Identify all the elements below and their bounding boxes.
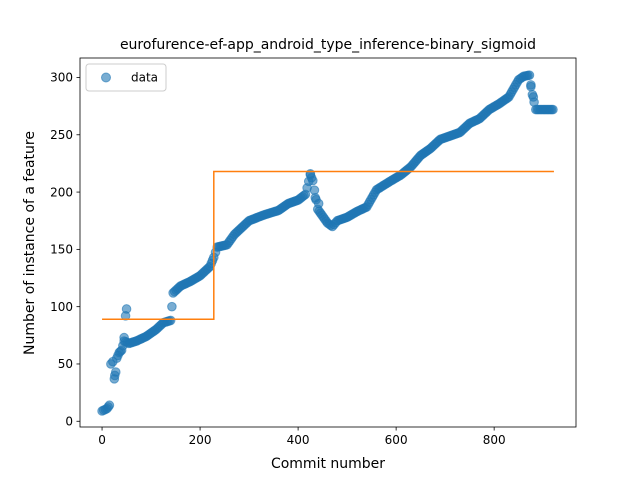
data-point — [165, 315, 176, 326]
data-point — [121, 304, 132, 314]
data-point — [110, 367, 121, 377]
x-tick-label: 200 — [189, 433, 212, 447]
chart-title: eurofurence-ef-app_android_type_inferenc… — [120, 37, 536, 53]
y-tick-label: 200 — [50, 185, 73, 199]
y-tick-label: 100 — [50, 300, 73, 314]
data-point — [313, 198, 324, 209]
y-tick-label: 250 — [50, 128, 73, 142]
x-axis-label: Commit number — [271, 456, 385, 472]
y-axis-label: Number of instance of a feature — [22, 131, 38, 355]
y-tick-label: 0 — [65, 414, 73, 428]
data-point — [104, 400, 115, 411]
axes-spines — [79, 57, 577, 428]
x-tick-label: 800 — [483, 433, 506, 447]
data-point — [524, 70, 535, 80]
legend: data — [85, 63, 167, 92]
y-tick-label: 50 — [58, 357, 73, 371]
data-point — [548, 104, 558, 115]
y-axis-ticks: 0 50 100 150 200 250 300 — [50, 71, 80, 428]
data-point — [119, 332, 129, 343]
legend-marker-data — [101, 72, 111, 83]
legend-box — [85, 63, 167, 92]
axes-frame — [79, 57, 577, 428]
data-point — [528, 92, 539, 102]
y-tick-label: 150 — [50, 243, 73, 257]
legend-label-data: data — [131, 71, 158, 85]
x-axis-ticks: 0 200 400 600 800 — [98, 427, 506, 447]
step-line — [102, 170, 554, 321]
scatter-points — [97, 70, 558, 416]
x-tick-label: 400 — [287, 433, 310, 447]
x-tick-label: 600 — [385, 433, 408, 447]
x-tick-label: 0 — [98, 433, 106, 447]
data-point — [167, 301, 177, 312]
data-point — [526, 81, 536, 92]
step-line-layer — [102, 170, 554, 321]
y-tick-label: 300 — [50, 71, 73, 85]
